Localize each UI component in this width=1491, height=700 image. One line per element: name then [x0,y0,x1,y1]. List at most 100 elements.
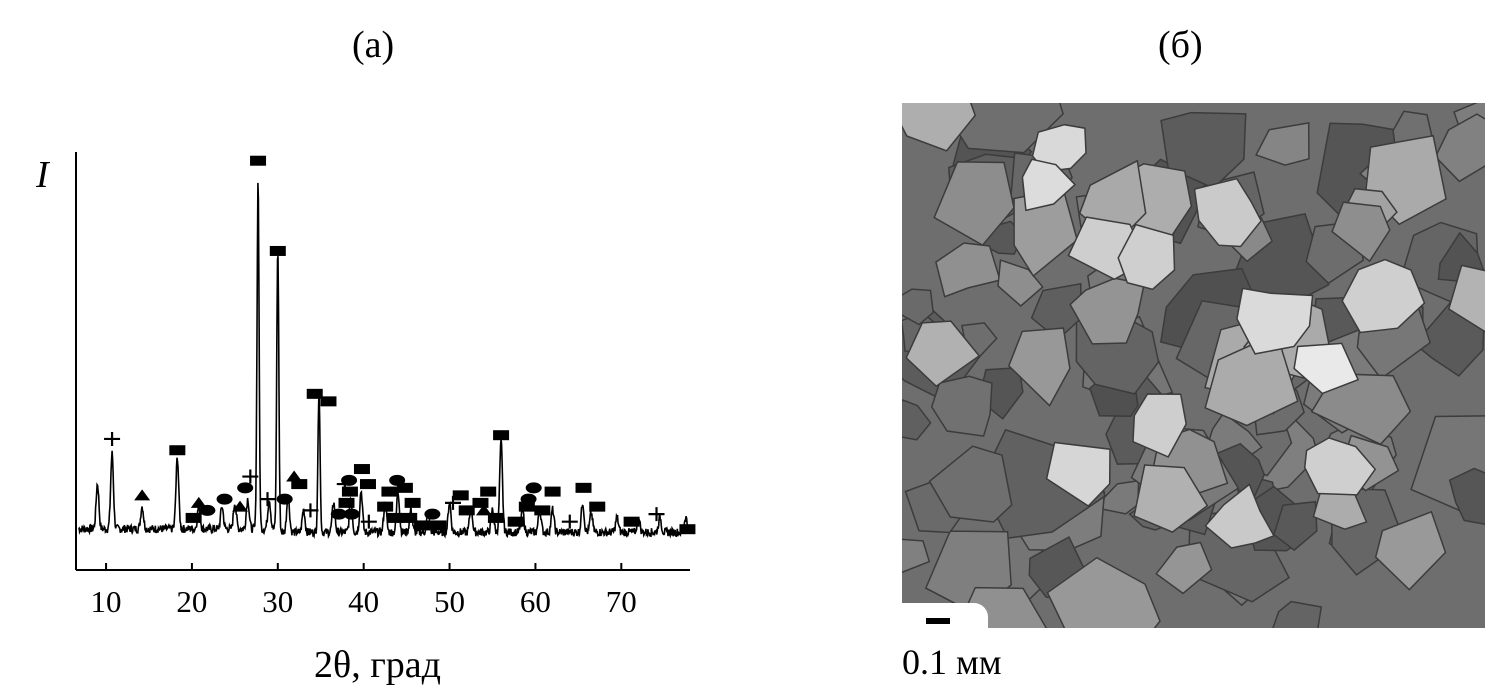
particle-mid [1133,464,1209,533]
particle-mid [933,161,1015,247]
particle-dark [902,288,934,326]
phase-marker-square [493,430,510,441]
phase-marker-square [341,486,358,497]
particle-bright [1293,342,1360,395]
particle-bright [1045,441,1111,507]
phase-marker-square [291,479,308,490]
phase-marker-triangle [190,496,207,508]
particle-dark [1448,467,1485,526]
phase-marker-square [320,396,337,407]
phase-marker-square [507,516,524,527]
xrd-pattern-chart: 10 20 30 40 50 60 70 [75,152,696,619]
phase-marker-square [401,512,418,523]
particle-dark [902,399,932,441]
phase-marker-plus [259,492,276,507]
phase-marker-square [452,490,469,501]
panel-b-label: (б) [1158,24,1203,66]
sem-micrograph [902,103,1485,628]
particle-bright [1021,158,1077,212]
phase-marker-square [377,501,394,512]
phase-marker-square [250,155,267,166]
phase-marker-triangle [232,500,249,512]
x-tick-label: 60 [520,584,551,619]
particle-dark [1434,113,1485,183]
phase-marker-square [386,512,403,523]
phase-marker-square [396,482,413,493]
particle-mid [902,103,977,152]
particle-bright [1117,223,1176,291]
particle-dark [947,103,1064,154]
phase-marker-square [414,520,431,531]
x-tick-label: 70 [606,584,637,619]
scale-label: 0.1 мм [902,642,1002,682]
particle-dark [928,445,1013,523]
phase-marker-plus [104,431,121,446]
phase-marker-square [458,505,475,516]
phase-marker-square [353,464,370,475]
x-tick-label: 30 [262,584,293,619]
particle-dark [1272,600,1323,628]
phase-marker-ellipse [199,504,216,516]
phase-marker-square [623,516,640,527]
phase-marker-ellipse [216,493,233,505]
phase-marker-square [404,497,421,508]
particle-mid [1255,122,1310,166]
phase-marker-ellipse [237,482,254,494]
particle-dark [930,375,993,437]
particle-bright [1236,287,1314,355]
phase-marker-triangle [475,504,492,516]
phase-marker-square [534,505,551,516]
particle-mid [1447,264,1485,333]
particle-dark [961,322,998,359]
phase-marker-square [359,479,376,490]
x-tick-label: 40 [348,584,379,619]
phase-marker-square [472,497,489,508]
y-axis-title: I [36,154,49,196]
phase-marker-square [480,486,497,497]
phase-marker-ellipse [525,482,542,494]
xrd-trace [77,182,691,540]
particle-bright [1031,123,1087,173]
phase-marker-square [185,512,202,523]
sem-particles [902,103,1485,628]
particle-bright [1303,437,1377,496]
phase-marker-square [544,486,561,497]
phase-marker-square [487,512,504,523]
phase-marker-plus [242,469,259,484]
phase-marker-triangle [286,470,303,482]
particle-mid [935,242,1002,298]
particle-mid [1331,201,1391,263]
phase-marker-square [430,520,447,531]
phase-marker-plus [360,514,377,529]
x-tick-label: 50 [434,584,465,619]
phase-marker-ellipse [520,493,537,505]
phase-marker-plus [648,507,665,522]
phase-marker-square [306,388,323,399]
phase-marker-ellipse [341,474,358,486]
particle-mid [1155,541,1213,595]
particle-mid [1007,327,1071,407]
phase-marker-square [169,445,186,456]
phase-marker-square [269,245,286,256]
phase-marker-square [575,482,592,493]
particle-bright [1193,177,1262,248]
phase-marker-square [679,524,696,535]
scale-bar-box [902,603,988,628]
phase-marker-ellipse [330,508,347,520]
panel-a-label: (а) [352,24,395,66]
phase-marker-square [518,501,535,512]
phase-marker-ellipse [276,493,293,505]
x-tick-label: 20 [176,584,207,619]
particle-mid [1374,510,1447,591]
phase-marker-square [589,501,606,512]
phase-marker-plus [302,503,319,518]
scale-bar [926,618,950,624]
particle-bright [1341,258,1426,334]
x-tick-label: 10 [91,584,122,619]
phase-marker-ellipse [424,508,441,520]
phase-marker-plus [561,514,578,529]
particle-mid [905,320,981,388]
phase-marker-triangle [134,489,151,501]
x-axis-title: 2θ, град [314,644,441,686]
particle-bright [1132,393,1187,458]
